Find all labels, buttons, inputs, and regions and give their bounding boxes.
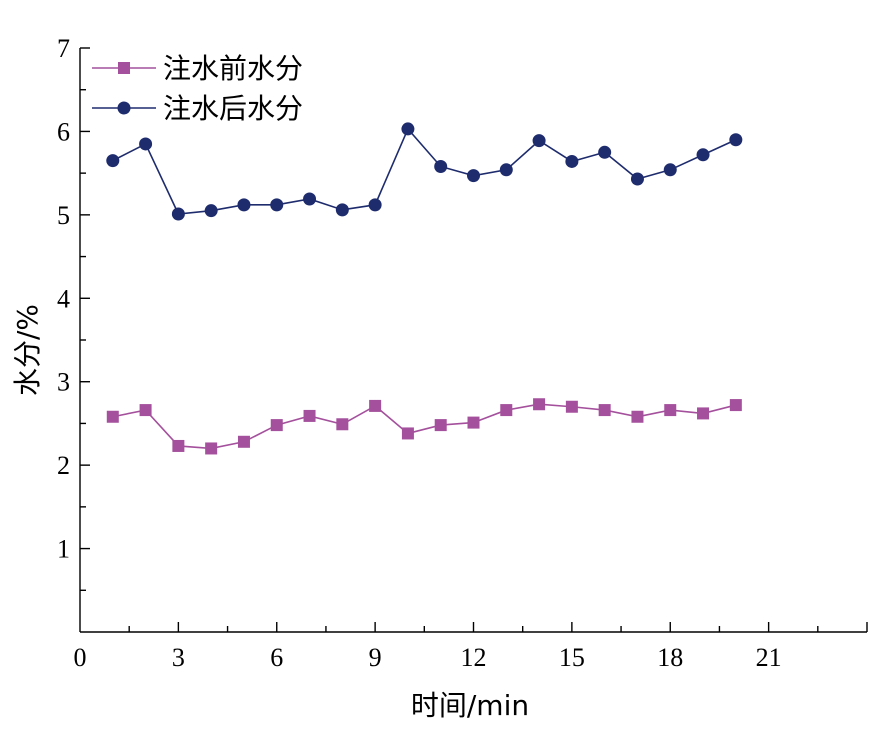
data-point-square [500,404,513,417]
data-point-circle [663,163,677,177]
legend-label-before: 注水前水分 [163,52,303,85]
data-point-square [467,416,480,429]
legend-entry-after: 注水后水分 [92,92,303,125]
y-tick-label: 7 [57,34,70,63]
x-tick-label: 0 [74,643,87,672]
x-axis-title: 时间/min [411,689,529,722]
data-point-circle [106,154,120,168]
data-point-square [401,427,414,440]
x-tick-labels: 0 3 6 9 12 15 18 21 [74,643,782,672]
y-tick-labels: 1 2 3 4 5 6 7 [57,34,70,564]
data-point-circle [401,122,415,136]
x-tick-label: 6 [270,643,283,672]
data-point-circle [368,198,382,212]
data-point-circle [467,169,480,183]
legend-label-after: 注水后水分 [163,92,303,125]
data-point-circle [565,154,579,168]
data-point-circle [303,192,317,206]
data-point-circle [696,148,710,162]
legend: 注水前水分 注水后水分 [92,52,303,125]
y-tick-label: 6 [57,117,70,146]
x-tick-label: 9 [369,643,382,672]
data-point-square [139,404,152,417]
data-point-circle [532,134,546,148]
data-point-square [205,442,218,455]
x-tick-label: 3 [172,643,185,672]
y-tick-label: 3 [57,368,70,397]
data-point-square [434,419,447,432]
data-point-square [237,435,250,448]
data-point-circle [204,204,218,218]
data-point-circle [598,145,612,159]
series-1 [106,122,743,221]
series-layer [106,122,743,455]
legend-entry-before: 注水前水分 [92,52,303,85]
data-point-square [172,439,185,452]
y-tick-label: 5 [57,201,70,230]
y-tick-label: 2 [57,451,70,480]
y-tick-label: 4 [57,284,70,313]
data-point-circle [237,198,251,212]
x-tick-label: 21 [756,643,782,672]
data-point-square [565,400,578,413]
data-point-circle [729,133,743,147]
data-point-square [336,418,349,431]
data-point-circle [270,198,284,212]
data-point-square [303,409,316,422]
data-point-circle [434,159,448,173]
y-tick-label: 1 [57,535,70,564]
data-point-circle [499,163,513,177]
series-line [112,127,737,215]
y-axis-title: 水分/% [11,304,44,396]
data-point-circle [171,207,185,221]
x-tick-label: 15 [559,643,585,672]
data-point-square [631,410,644,423]
data-point-circle [335,203,349,217]
data-point-square [697,407,710,420]
data-point-square [533,398,546,411]
x-tick-label: 18 [657,643,683,672]
data-point-square [369,399,382,412]
data-point-square [664,404,677,417]
data-point-circle [139,137,153,151]
data-point-square [729,399,742,412]
series-0 [106,398,742,455]
data-point-circle [630,172,644,186]
data-point-square [270,419,283,432]
legend-swatch-marker [118,62,130,74]
x-tick-label: 12 [461,643,487,672]
legend-swatch-marker [117,101,131,115]
data-point-square [106,410,119,423]
data-point-square [598,404,611,417]
axes [79,47,868,633]
